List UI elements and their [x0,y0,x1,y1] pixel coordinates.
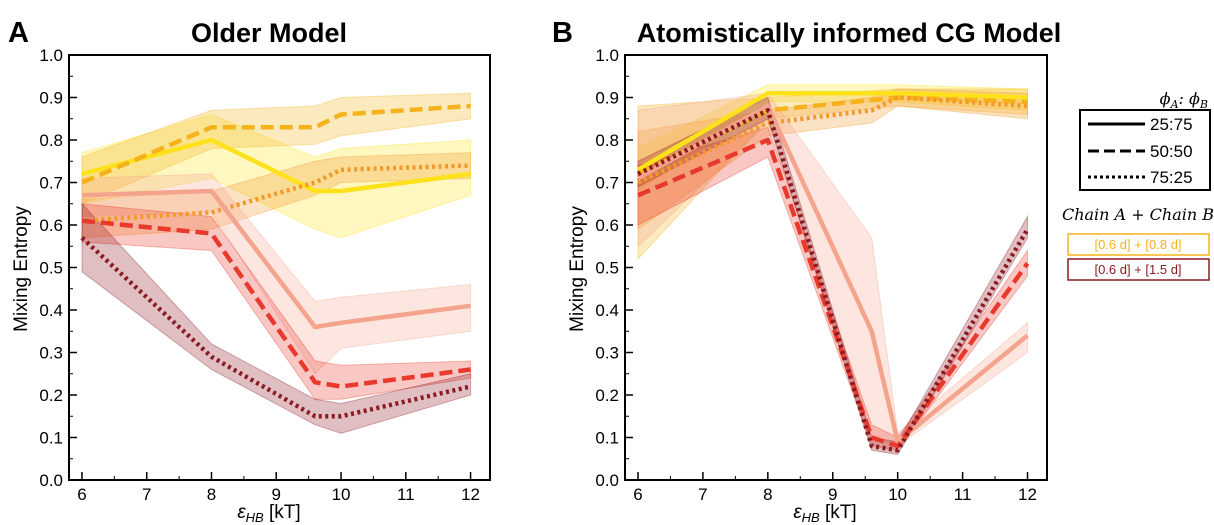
panel-a-series-3 [81,188,471,330]
panel-b-series-3 [636,103,1029,445]
panel-b-ytick-label-0: 0.0 [595,471,619,490]
panel-a-xlabel-sub: HB [246,510,264,525]
panel-b-series-5 [637,108,1030,453]
panel-b-xtick-label-2: 8 [763,485,772,504]
panel-a-series-2 [81,163,471,224]
chain-legend: Chain A + Chain B [0.6 d] + [0.8 d] [0.6… [1062,205,1214,281]
panel-a-band-1 [81,92,472,205]
chain-label-0-8: [0.6 d] + [0.8 d] [1094,237,1181,252]
panel-a-ytick-label-5: 0.5 [39,259,63,278]
panel-b-ytick-label-6: 0.6 [595,216,619,235]
panel-b-ytick-label-4: 0.4 [595,301,619,320]
panel-b-xtick-label-4: 10 [888,485,907,504]
panel-a-ytick-label-4: 0.4 [39,301,63,320]
panel-a-ytick-label-3: 0.3 [39,344,63,363]
panel-a-ylabel: Mixing Entropy [11,206,32,332]
panel-b-xtick-label-1: 7 [698,485,707,504]
panel-a-series-4 [81,218,471,389]
panel-b-band-5 [637,96,1028,456]
panel-b-letter: B [552,17,573,49]
panel-a-xtick-label-0: 6 [77,485,86,504]
legend-label-75-25: 75:25 [1150,168,1193,187]
panel-b-ytick-label-7: 0.7 [595,174,619,193]
panel-a-xlabel-unit: [kT] [264,502,301,523]
panel-a-xtick-label-5: 11 [397,485,415,504]
panel-b-ylabel: Mixing Entropy [567,206,588,332]
panel-b-ytick-label-3: 0.3 [595,344,619,363]
panel-a-ytick-label-8: 0.8 [39,131,63,150]
chain-box-1-5 [1067,258,1210,281]
panel-a-xtick-label-1: 7 [142,485,151,504]
panel-b-ytick-label-1: 0.1 [595,429,619,448]
chain-box-0-8 [1067,233,1210,256]
panel-b-ytick-label-10: 1.0 [595,46,619,65]
panel-a-title: Older Model [191,18,347,48]
panel-b-series-2 [637,95,1028,185]
panel-b-plot: 6 7 8 9 10 11 12 0.0 0.1 0.2 0.3 0.4 0.5 0.6 0.7 0.8 0.9… [595,46,1048,504]
panel-b-ytick-label-9: 0.9 [595,89,619,108]
panel-a-letter: A [8,17,29,49]
panel-a-xtick-label-2: 8 [207,485,216,504]
panel-a: A Older Model 6 7 8 9 10 11 12 0.0 0.1 0.2 0.3 0.4 0… [8,17,491,525]
panel-a-series-0 [81,137,471,194]
panel-a-xlabel: εHB [kT] [237,502,300,525]
panel-a-ytick-label-6: 0.6 [39,216,63,235]
panel-a-xlabel-main: ε [237,502,246,523]
panel-b-xtick-label-5: 11 [954,485,972,504]
legend-header-phi-b: ϕ [1189,89,1200,108]
panel-a-xtick-label-6: 12 [461,485,480,504]
panel-b-ytick-label-5: 0.5 [595,259,619,278]
legend-label-25-75: 25:75 [1150,115,1193,134]
legend-header: ϕA: ϕB [1160,89,1208,111]
panel-b-xlabel-unit: [kT] [820,502,857,523]
chain-legend-header: Chain A + Chain B [1062,205,1214,224]
panel-b: B Atomistically informed CG Model 6 7 8 9 10… [552,17,1061,525]
legend-header-colon: : [1179,89,1189,108]
panel-a-ytick-label-0: 0.0 [39,471,63,490]
legend-header-sub-b: B [1199,98,1208,111]
panel-b-series-4 [637,137,1030,449]
panel-a-ytick-label-10: 1.0 [39,46,63,65]
panel-b-xtick-label-6: 12 [1018,485,1037,504]
panel-b-xtick-label-0: 6 [633,485,642,504]
panel-a-band-0 [81,113,472,239]
panel-a-ytick-label-9: 0.9 [39,89,63,108]
legend-header-sub-a: A [1170,98,1179,111]
panel-a-series-5 [80,236,472,419]
panel-b-series-0 [636,91,1028,172]
legend-label-50-50: 50:50 [1150,142,1193,161]
panel-b-title: Atomistically informed CG Model [637,18,1062,48]
panel-b-ytick-label-8: 0.8 [595,131,619,150]
legend: ϕA: ϕB 25:75 50:50 75:25 [1079,89,1211,191]
chain-label-1-5: [0.6 d] + [1.5 d] [1094,262,1181,277]
panel-a-series-1 [81,103,471,185]
panel-a-ytick-label-7: 0.7 [39,174,63,193]
panel-a-plot: 6 7 8 9 10 11 12 0.0 0.1 0.2 0.3 0.4 0.5 0.6 0.7 0.8 0.9… [39,46,491,504]
panel-b-series-1 [637,95,1028,177]
panel-b-xtick-label-3: 9 [828,485,837,504]
panel-b-band-3 [637,92,1028,447]
panel-b-ytick-label-2: 0.2 [595,386,619,405]
panel-b-band-4 [637,126,1028,451]
panel-a-ytick-label-2: 0.2 [39,386,63,405]
panel-a-band-5 [81,202,472,434]
panel-a-xtick-label-3: 9 [272,485,281,504]
panel-b-xlabel-sub: HB [802,510,820,525]
panel-a-ytick-label-1: 0.1 [39,429,63,448]
panel-b-xlabel: εHB [kT] [793,502,856,525]
panel-a-xtick-label-4: 10 [332,485,351,504]
panel-b-xlabel-main: ε [793,502,802,523]
legend-header-phi-a: ϕ [1160,89,1171,108]
